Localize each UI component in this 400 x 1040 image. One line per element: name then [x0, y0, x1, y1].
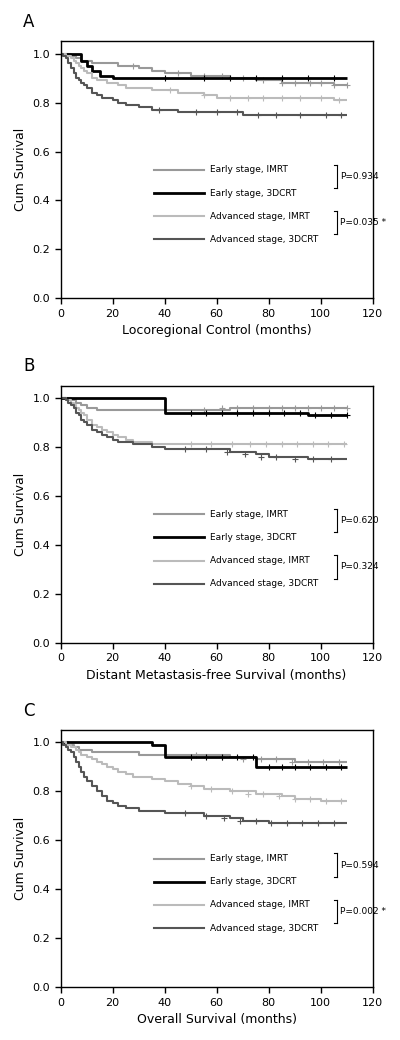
X-axis label: Overall Survival (months): Overall Survival (months)	[136, 1013, 296, 1026]
Text: P=0.002 *: P=0.002 *	[340, 907, 386, 916]
Text: Early stage, 3DCRT: Early stage, 3DCRT	[210, 188, 297, 198]
Text: Early stage, 3DCRT: Early stage, 3DCRT	[210, 532, 297, 542]
Text: P=0.035 *: P=0.035 *	[340, 218, 386, 227]
Text: P=0.934: P=0.934	[340, 172, 378, 181]
Text: Advanced stage, IMRT: Advanced stage, IMRT	[210, 212, 310, 220]
Text: Advanced stage, IMRT: Advanced stage, IMRT	[210, 901, 310, 909]
Text: Advanced stage, 3DCRT: Advanced stage, 3DCRT	[210, 235, 318, 243]
Text: A: A	[23, 14, 34, 31]
Text: Early stage, IMRT: Early stage, IMRT	[210, 510, 288, 519]
Text: P=0.594: P=0.594	[340, 860, 378, 869]
Text: Advanced stage, 3DCRT: Advanced stage, 3DCRT	[210, 579, 318, 589]
Text: C: C	[23, 702, 35, 720]
Y-axis label: Cum Survival: Cum Survival	[14, 128, 27, 211]
Text: Advanced stage, IMRT: Advanced stage, IMRT	[210, 556, 310, 565]
Text: Early stage, 3DCRT: Early stage, 3DCRT	[210, 877, 297, 886]
Text: P=0.620: P=0.620	[340, 516, 378, 525]
X-axis label: Locoregional Control (months): Locoregional Control (months)	[122, 324, 311, 337]
Text: Early stage, IMRT: Early stage, IMRT	[210, 854, 288, 863]
Text: Early stage, IMRT: Early stage, IMRT	[210, 165, 288, 175]
Y-axis label: Cum Survival: Cum Survival	[14, 817, 27, 901]
Text: Advanced stage, 3DCRT: Advanced stage, 3DCRT	[210, 924, 318, 933]
Y-axis label: Cum Survival: Cum Survival	[14, 472, 27, 555]
X-axis label: Distant Metastasis-free Survival (months): Distant Metastasis-free Survival (months…	[86, 669, 347, 682]
Text: B: B	[23, 358, 34, 375]
Text: P=0.324: P=0.324	[340, 563, 378, 571]
